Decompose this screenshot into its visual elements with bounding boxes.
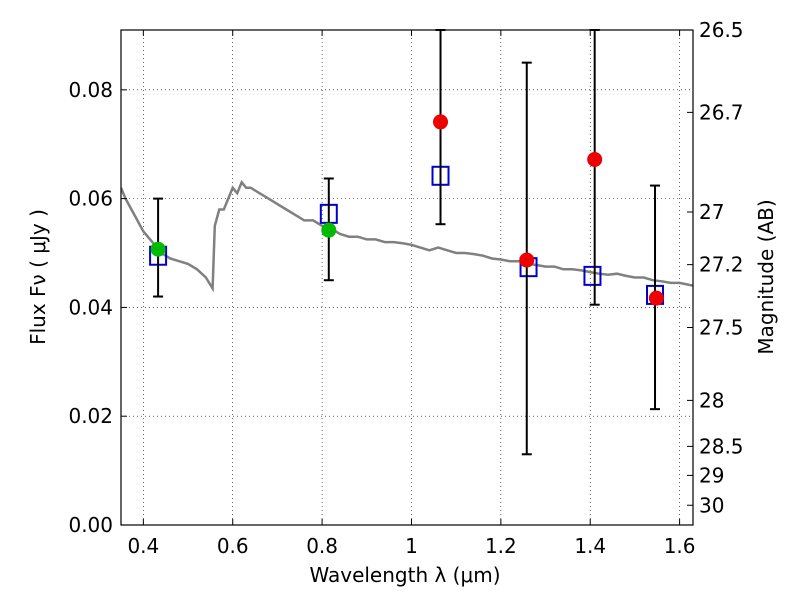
y2-tick-label: 29	[699, 463, 724, 487]
axis-ticks: 0.4 0.6 0.8 1 1.2 1.4 1.6 0.00 0.02 0.04 0.06 0.08 2…	[68, 18, 743, 558]
model-photometry-square	[583, 265, 602, 286]
y2-tick-label: 26.5	[699, 18, 744, 42]
y-axis-label: Flux Fν ( μJy )	[26, 209, 50, 345]
y2-tick-label: 26.7	[699, 100, 744, 124]
x-tick-label: 0.6	[217, 534, 249, 558]
y-tick-label: 0.04	[68, 295, 113, 319]
y2-tick-label: 28.5	[699, 434, 744, 458]
x-tick-label: 1.2	[485, 534, 517, 558]
x-tick-label: 0.4	[127, 534, 159, 558]
y2-tick-label: 30	[699, 493, 724, 517]
y2-tick-label: 27.5	[699, 316, 744, 340]
y-tick-label: 0.06	[68, 187, 113, 211]
detection-point	[150, 241, 166, 257]
observed-point	[433, 114, 449, 130]
gridlines	[121, 30, 693, 525]
y2-tick-label: 27	[699, 200, 724, 224]
detection-point	[321, 222, 337, 238]
model-spectrum-line	[121, 179, 693, 293]
x-axis-label: Wavelength λ (μm)	[309, 563, 500, 587]
axes-frame	[120, 29, 694, 526]
plot-area	[121, 29, 693, 456]
y-tick-label: 0.02	[68, 404, 113, 428]
y-tick-label: 0.08	[68, 78, 113, 102]
x-tick-label: 1.6	[664, 534, 696, 558]
y2-axis-label: Magnitude (AB)	[754, 199, 778, 354]
y2-tick-label: 28	[699, 388, 724, 412]
x-tick-label: 1.4	[574, 534, 606, 558]
x-tick-label: 0.8	[306, 534, 338, 558]
x-tick-label: 1	[405, 534, 418, 558]
observed-point	[587, 151, 603, 167]
y-tick-label: 0.00	[68, 513, 113, 537]
y2-tick-label: 27.2	[699, 253, 744, 277]
observed-point	[648, 290, 664, 306]
observed-point	[519, 252, 535, 268]
